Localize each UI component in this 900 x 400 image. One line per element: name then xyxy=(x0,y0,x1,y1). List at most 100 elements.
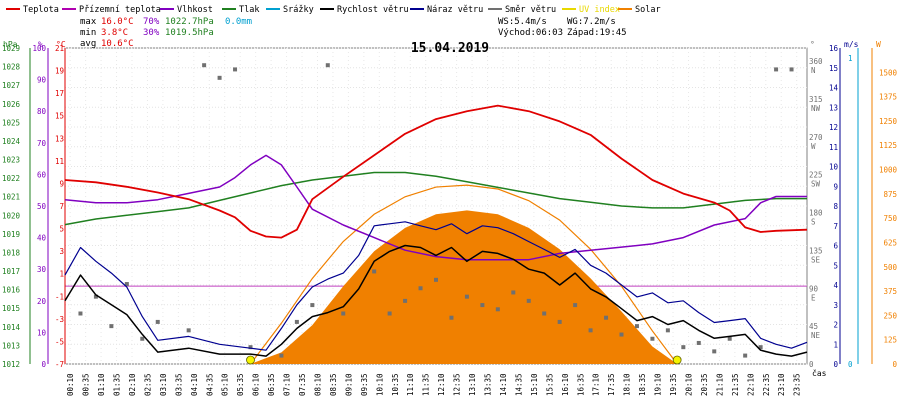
time-axis: 00:10 00:35 01:10 01:35 02:10 02:35 03:10 03:35… xyxy=(66,373,802,396)
stat-min-temp: 3.8°C xyxy=(101,28,128,38)
humidity-tick-3: 30 xyxy=(37,265,47,274)
humidity-tick-8: 80 xyxy=(37,107,47,116)
wind-direction-point-34 xyxy=(650,336,655,341)
pressure-tick-7: 1019 xyxy=(2,230,20,239)
unit-time: čas xyxy=(812,368,827,378)
wind-direction-point-7 xyxy=(202,63,207,68)
solar-tick-1: 125 xyxy=(883,336,897,345)
uv-marker-1 xyxy=(672,355,682,365)
pressure-tick-17: 1029 xyxy=(2,44,20,53)
temp-tick-5: 3 xyxy=(59,247,64,256)
direction-tick-7: 45 xyxy=(809,322,818,331)
wind-speed-line xyxy=(64,244,808,357)
time-label-26: 13:10 xyxy=(468,373,477,396)
time-label-37: 18:35 xyxy=(638,373,647,396)
unit-pct: % xyxy=(38,40,43,49)
pressure-tick-12: 1024 xyxy=(2,137,21,146)
solar-tick-2: 250 xyxy=(883,311,897,320)
time-label-8: 04:10 xyxy=(190,373,199,396)
stat-max-temp: 16.0°C xyxy=(101,17,134,27)
solar-tick-0: 0 xyxy=(892,360,897,369)
wind-tick-7: 7 xyxy=(833,222,838,231)
temp-tick-8: 9 xyxy=(59,179,64,188)
rain-tick-0: 0 xyxy=(848,360,853,369)
direction-card-4: S xyxy=(811,218,816,227)
unit-degc: °C xyxy=(56,40,66,49)
series-lines xyxy=(64,104,808,357)
wind-direction-point-40 xyxy=(743,353,748,358)
wind-direction-point-26 xyxy=(526,298,531,303)
pressure-tick-0: 1012 xyxy=(2,360,20,369)
time-label-22: 11:10 xyxy=(406,373,415,396)
stat-min-press: 1019.5hPa xyxy=(165,28,214,38)
pressure-tick-3: 1015 xyxy=(2,304,20,313)
wind-direction-point-22 xyxy=(464,294,469,299)
solar-tick-5: 625 xyxy=(883,238,897,247)
uv-markers xyxy=(246,355,682,365)
time-label-28: 14:10 xyxy=(499,373,508,396)
pressure-tick-14: 1026 xyxy=(2,100,21,109)
humidity-tick-6: 60 xyxy=(37,170,47,179)
time-label-40: 20:10 xyxy=(684,373,693,396)
time-label-20: 10:10 xyxy=(375,373,384,396)
wind-direction-point-10 xyxy=(248,345,253,350)
wind-direction-point-16 xyxy=(372,269,377,274)
wind-tick-13: 13 xyxy=(829,103,838,112)
pressure-tick-16: 1028 xyxy=(2,63,21,72)
wind-direction-point-15 xyxy=(341,311,346,316)
legend-label-0: Teplota xyxy=(23,5,59,15)
wind-tick-9: 9 xyxy=(833,182,838,191)
wind-direction-point-42 xyxy=(774,67,779,72)
time-label-5: 02:35 xyxy=(143,373,152,396)
time-label-0: 00:10 xyxy=(66,373,75,396)
wind-direction-point-39 xyxy=(727,336,732,341)
stat-max-label: max xyxy=(80,17,97,27)
time-label-3: 01:35 xyxy=(113,373,122,396)
wind-tick-14: 14 xyxy=(829,84,839,93)
wind-tick-0: 0 xyxy=(833,360,838,369)
humidity-line xyxy=(64,154,807,261)
wind-tick-5: 5 xyxy=(833,261,838,270)
direction-tick-5: 135 xyxy=(809,246,823,255)
axis-unit-headers: hPa % °C ° m/s W čas xyxy=(3,40,881,378)
time-label-21: 10:35 xyxy=(391,373,400,396)
wind-direction-point-19 xyxy=(418,286,423,291)
solar-tick-10: 1250 xyxy=(879,117,898,126)
unit-w: W xyxy=(876,40,881,49)
direction-tick-8: 0 xyxy=(809,360,814,369)
stat-avg-temp: 10.6°C xyxy=(101,39,134,49)
direction-card-6: E xyxy=(811,293,816,302)
wind-direction-point-8 xyxy=(217,75,222,80)
legend-label-9: Solar xyxy=(635,5,661,15)
wind-tick-10: 10 xyxy=(829,163,839,172)
time-label-17: 08:35 xyxy=(329,373,338,396)
time-label-14: 07:10 xyxy=(283,373,292,396)
solar-tick-7: 875 xyxy=(883,190,897,199)
pressure-tick-4: 1016 xyxy=(2,286,21,295)
solar-tick-11: 1375 xyxy=(879,93,897,102)
wind-direction-point-38 xyxy=(712,349,717,354)
chart-title: 15.04.2019 xyxy=(411,41,489,56)
temp-tick-1: -5 xyxy=(55,337,64,346)
wind-direction-point-28 xyxy=(557,319,562,324)
wind-direction-point-21 xyxy=(449,315,454,320)
wind-direction-point-23 xyxy=(480,303,485,308)
time-label-19: 09:35 xyxy=(360,373,369,396)
temp-tick-4: 1 xyxy=(59,270,64,279)
wind-direction-point-30 xyxy=(588,328,593,333)
stat-sunset: Západ:19:45 xyxy=(567,28,627,38)
direction-tick-2: 270 xyxy=(809,133,823,142)
time-label-7: 03:35 xyxy=(174,373,183,396)
wind-direction-point-18 xyxy=(403,298,408,303)
stat-min-hum: 30% xyxy=(143,28,160,38)
pressure-line xyxy=(64,171,807,226)
pressure-tick-15: 1027 xyxy=(2,81,20,90)
time-label-34: 17:10 xyxy=(592,373,601,396)
time-label-36: 18:10 xyxy=(623,373,632,396)
time-label-32: 16:10 xyxy=(561,373,570,396)
direction-tick-6: 90 xyxy=(809,284,819,293)
wind-direction-point-32 xyxy=(619,332,624,337)
temperature-line xyxy=(64,104,808,239)
wind-tick-11: 11 xyxy=(829,143,838,152)
